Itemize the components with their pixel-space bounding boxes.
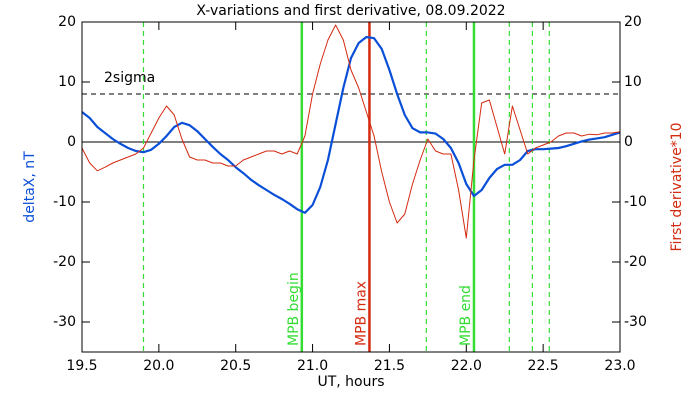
y2-tick-label: -20 bbox=[624, 254, 647, 270]
y-tick-label: 0 bbox=[67, 134, 76, 150]
plot-frame bbox=[81, 21, 621, 353]
x-tick-label: 21.0 bbox=[297, 358, 328, 374]
chart-title: X-variations and first derivative, 08.09… bbox=[196, 3, 505, 19]
y-tick-label: -30 bbox=[53, 314, 76, 330]
x-tick-label: 23.0 bbox=[604, 358, 635, 374]
y2-tick-label: -10 bbox=[624, 194, 647, 210]
reference-label: 2sigma bbox=[104, 70, 155, 86]
x-tick-label: 22.5 bbox=[528, 358, 559, 374]
y2-tick-label: 20 bbox=[624, 14, 642, 30]
y2-tick-label: 10 bbox=[624, 74, 642, 90]
x-tick-label: 21.5 bbox=[374, 358, 405, 374]
y-axis-label: deltaX, nT bbox=[22, 151, 38, 223]
x-tick-label: 22.0 bbox=[451, 358, 482, 374]
y-tick-label: 20 bbox=[58, 14, 76, 30]
y2-tick-label: -30 bbox=[624, 314, 647, 330]
data-line bbox=[81, 35, 621, 214]
event-label: MPB begin bbox=[286, 272, 302, 346]
y2-tick-label: 0 bbox=[624, 134, 633, 150]
data-line bbox=[81, 24, 621, 239]
event-label: MPB end bbox=[458, 285, 474, 346]
y-tick-label: -10 bbox=[53, 194, 76, 210]
event-label: MPB max bbox=[353, 281, 369, 346]
y2-axis-label: First derivative*10 bbox=[669, 122, 685, 251]
y-tick-label: 10 bbox=[58, 74, 76, 90]
x-tick-label: 20.0 bbox=[143, 358, 174, 374]
y-tick-label: -20 bbox=[53, 254, 76, 270]
x-tick-label: 20.5 bbox=[220, 358, 251, 374]
x-axis-label: UT, hours bbox=[317, 374, 384, 390]
x-tick-label: 19.5 bbox=[66, 358, 97, 374]
